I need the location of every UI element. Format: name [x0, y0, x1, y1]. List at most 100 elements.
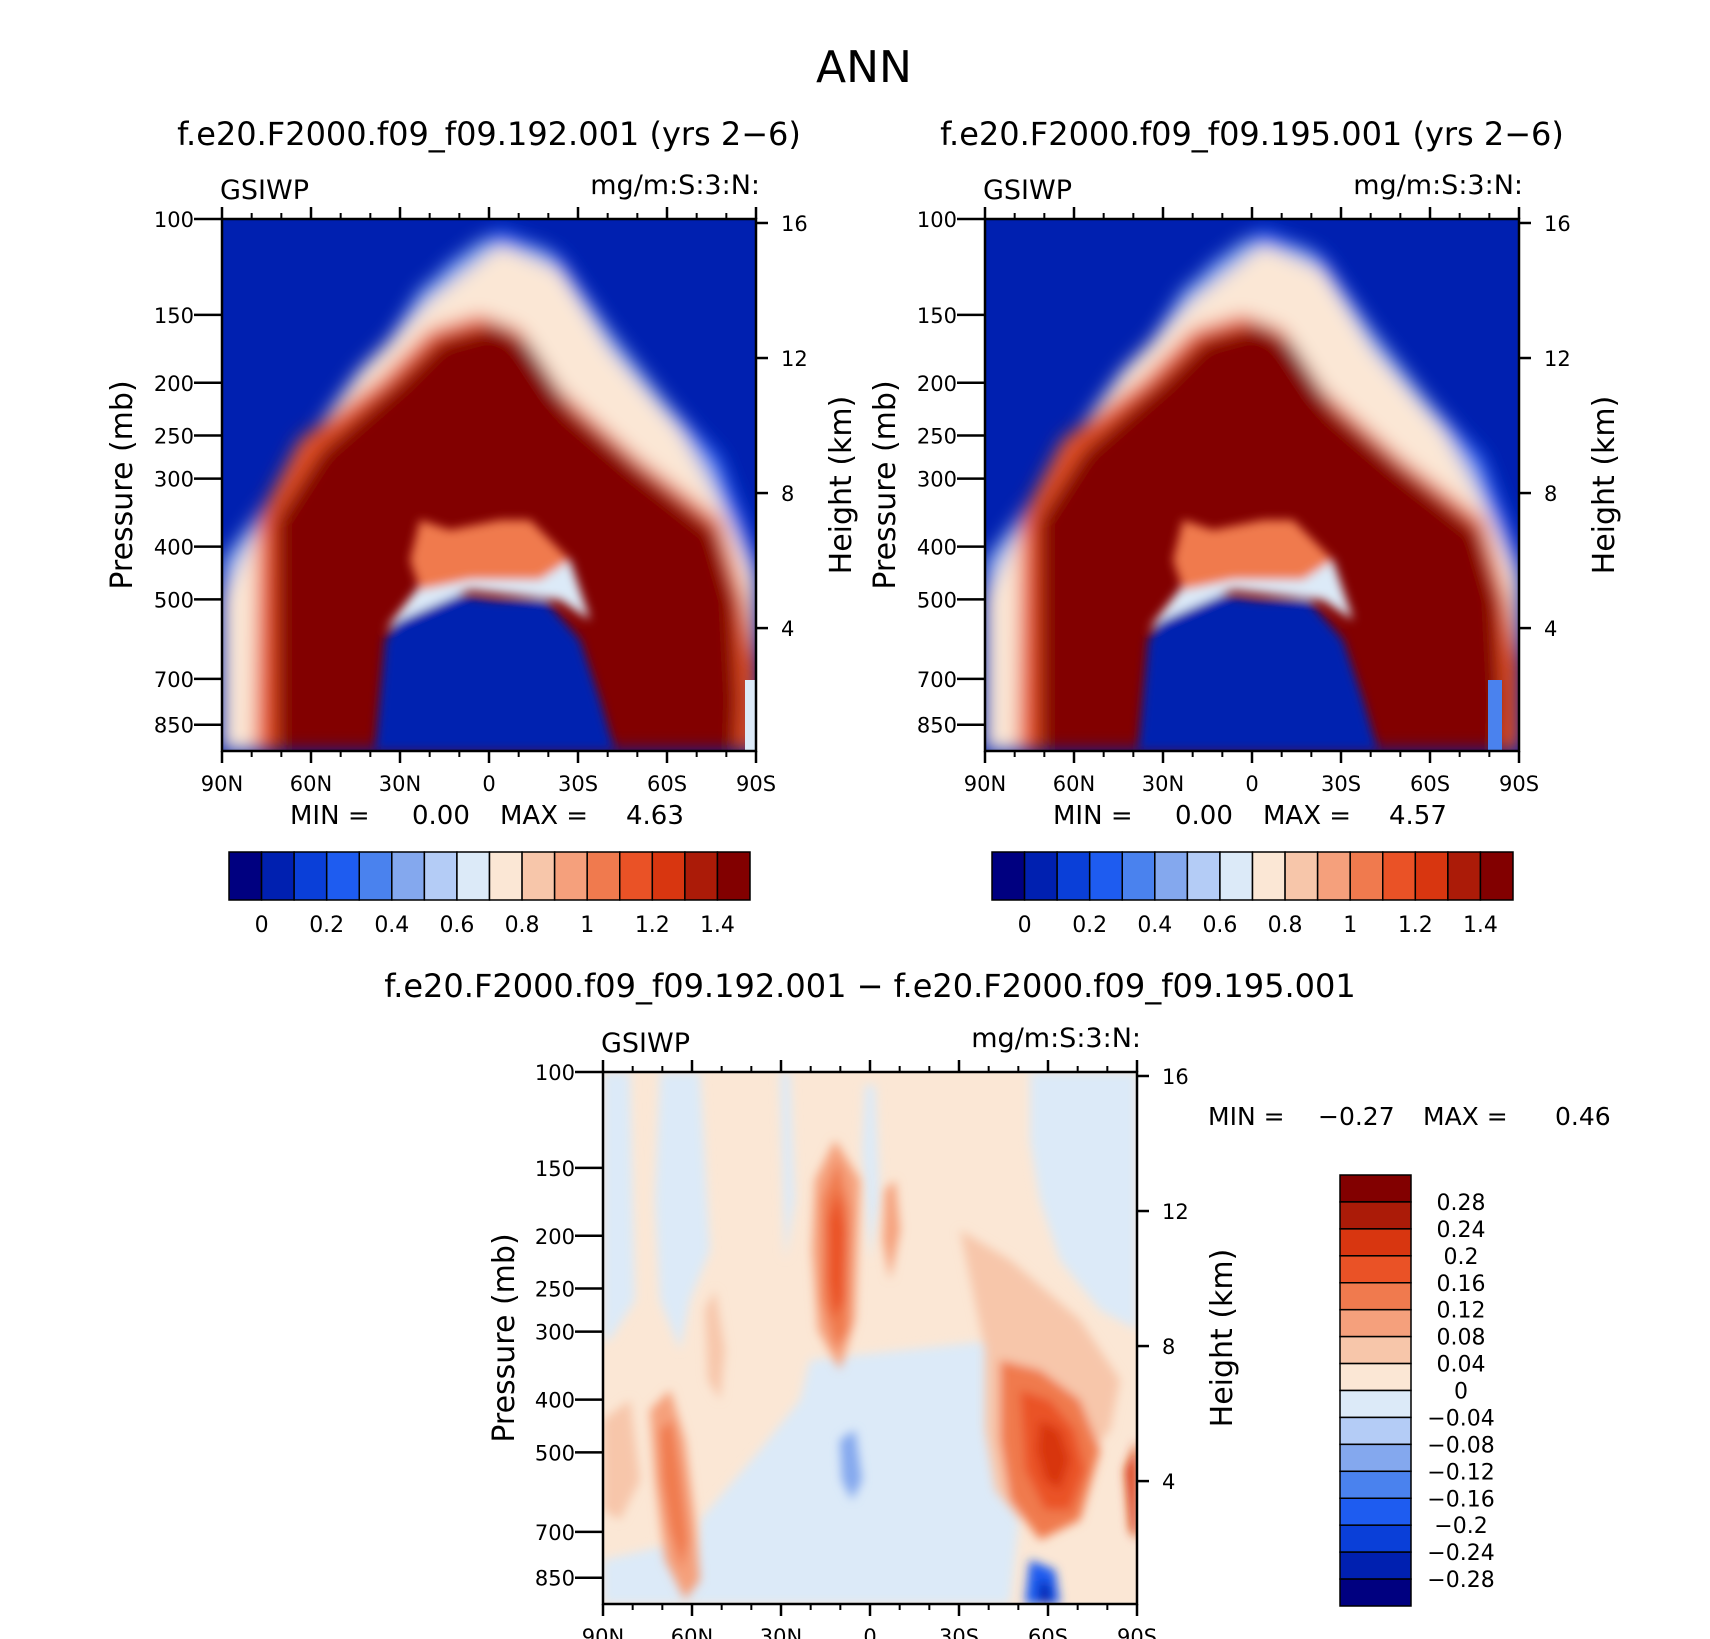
colorbar-label: 0.2 — [309, 913, 344, 938]
y-tick-label: 700 — [535, 1521, 575, 1545]
panel-diff: f.e20.F2000.f09_f09.192.001 − f.e20.F200… — [384, 967, 1610, 1639]
height-tick-label: 4 — [1544, 617, 1557, 641]
colorbar-box — [1023, 851, 1058, 901]
x-tick-label: 0 — [1245, 772, 1258, 796]
colorbar-box — [991, 851, 1026, 901]
panel-right-ylabel-right: Height (km) — [1587, 396, 1622, 575]
colorbar-box — [1056, 851, 1091, 901]
panel-right-plot — [985, 219, 1519, 751]
y-tick-label: 150 — [535, 1157, 575, 1181]
panel-left-variable: GSIWP — [220, 175, 309, 206]
colorbar-label: 0.04 — [1437, 1353, 1486, 1378]
colorbar-box — [619, 851, 654, 901]
panel-left: f.e20.F2000.f09_f09.192.001 (yrs 2−6) GS… — [105, 115, 859, 938]
panel-right-title: f.e20.F2000.f09_f09.195.001 (yrs 2−6) — [940, 115, 1564, 153]
colorbar-box — [1284, 851, 1319, 901]
height-tick-label: 16 — [1544, 212, 1571, 236]
panel-diff-min-label: MIN = — [1208, 1102, 1285, 1131]
colorbar-label: 0.08 — [1437, 1326, 1486, 1351]
y-tick-label: 400 — [917, 536, 957, 560]
panel-diff-max-label: MAX = — [1423, 1102, 1508, 1131]
panel-diff-variable: GSIWP — [601, 1028, 690, 1059]
colorbar-label: 1.4 — [700, 913, 735, 938]
colorbar-box — [1339, 1416, 1412, 1446]
colorbar-box — [1339, 1497, 1412, 1526]
x-tick-label: 90N — [964, 772, 1006, 796]
colorbar-box — [1339, 1362, 1412, 1392]
panel-right-axes: 100 150 200 250 300 400 500 700 850 16 12 8 4 90N 60N 3… — [917, 207, 1571, 796]
colorbar-label: 0 — [255, 913, 269, 938]
height-tick-label: 12 — [781, 347, 808, 371]
colorbar-label: 0.6 — [1202, 913, 1237, 938]
panel-left-units: mg/m:S:3:N: — [590, 170, 760, 201]
colorbar-label: 1 — [1343, 913, 1357, 938]
colorbar-box — [553, 851, 588, 901]
y-tick-label: 700 — [917, 668, 957, 692]
y-tick-label: 850 — [917, 714, 957, 738]
colorbar-box — [423, 851, 458, 901]
colorbar-label: −0.04 — [1427, 1406, 1494, 1431]
panel-left-title: f.e20.F2000.f09_f09.192.001 (yrs 2−6) — [177, 115, 801, 153]
height-tick-label: 16 — [1162, 1065, 1189, 1089]
colorbar-box — [1316, 851, 1351, 901]
colorbar-box — [716, 851, 751, 901]
colorbar-box — [1382, 851, 1417, 901]
x-tick-label: 30S — [558, 772, 598, 796]
y-tick-label: 300 — [917, 468, 957, 492]
colorbar-box — [1339, 1470, 1412, 1499]
colorbar-box — [456, 851, 491, 901]
height-tick-label: 16 — [781, 212, 808, 236]
colorbar-box — [1339, 1308, 1412, 1338]
y-tick-label: 100 — [154, 208, 194, 232]
colorbar-label: 0.6 — [439, 913, 474, 938]
colorbar-box — [1339, 1551, 1412, 1580]
height-tick-label: 12 — [1544, 347, 1571, 371]
colorbar-label: −0.12 — [1427, 1460, 1494, 1485]
colorbar-box — [1154, 851, 1189, 901]
height-tick-label: 4 — [1162, 1470, 1175, 1494]
panel-right-variable: GSIWP — [983, 175, 1072, 206]
colorbar-box — [651, 851, 686, 901]
x-tick-label: 30N — [1142, 772, 1184, 796]
x-tick-label: 60S — [647, 772, 687, 796]
colorbar-box — [1186, 851, 1221, 901]
colorbar-box — [1339, 1282, 1412, 1311]
colorbar-label: 0.8 — [505, 913, 540, 938]
colorbar-box — [1339, 1524, 1412, 1553]
colorbar-label: 0 — [1018, 913, 1032, 938]
x-tick-label: 30S — [1321, 772, 1361, 796]
height-tick-label: 8 — [781, 482, 794, 506]
y-tick-label: 850 — [535, 1567, 575, 1591]
y-tick-label: 500 — [535, 1441, 575, 1465]
x-tick-label: 60S — [1028, 1625, 1068, 1639]
colorbar-box — [1339, 1335, 1412, 1365]
x-tick-label: 90S — [1117, 1625, 1157, 1639]
colorbar-box — [1088, 851, 1123, 901]
colorbar-box — [1339, 1578, 1412, 1607]
y-tick-label: 850 — [154, 714, 194, 738]
x-tick-label: 60N — [290, 772, 332, 796]
colorbar-label: 0.12 — [1437, 1299, 1486, 1324]
y-tick-label: 500 — [154, 588, 194, 612]
colorbar-box — [1447, 851, 1482, 901]
colorbar-box — [1121, 851, 1156, 901]
colorbar-label: −0.16 — [1427, 1487, 1494, 1512]
panel-diff-axes: 100 150 200 250 300 400 500 700 850 16 12 8 4 90N 60N 3… — [535, 1060, 1189, 1639]
colorbar-label: 1 — [580, 913, 594, 938]
colorbar-box — [293, 851, 328, 901]
panel-left-max-label: MAX = — [500, 801, 588, 831]
y-tick-label: 300 — [535, 1321, 575, 1345]
colorbar-box — [1251, 851, 1286, 901]
panel-right-max-label: MAX = — [1263, 801, 1351, 831]
colorbar-label: 0.8 — [1268, 913, 1303, 938]
panel-right-colorbar: 0 0.2 0.4 0.6 0.8 1 1.2 1.4 — [991, 851, 1514, 938]
colorbar-box — [1349, 851, 1384, 901]
y-tick-label: 400 — [535, 1389, 575, 1413]
height-tick-label: 8 — [1544, 482, 1557, 506]
panel-right-min-label: MIN = — [1053, 801, 1133, 831]
x-tick-label: 60N — [1053, 772, 1095, 796]
x-tick-label: 90N — [582, 1625, 624, 1639]
panel-diff-ylabel: Pressure (mb) — [487, 1233, 522, 1442]
colorbar-box — [1219, 851, 1254, 901]
colorbar-label: 1.2 — [1398, 913, 1433, 938]
